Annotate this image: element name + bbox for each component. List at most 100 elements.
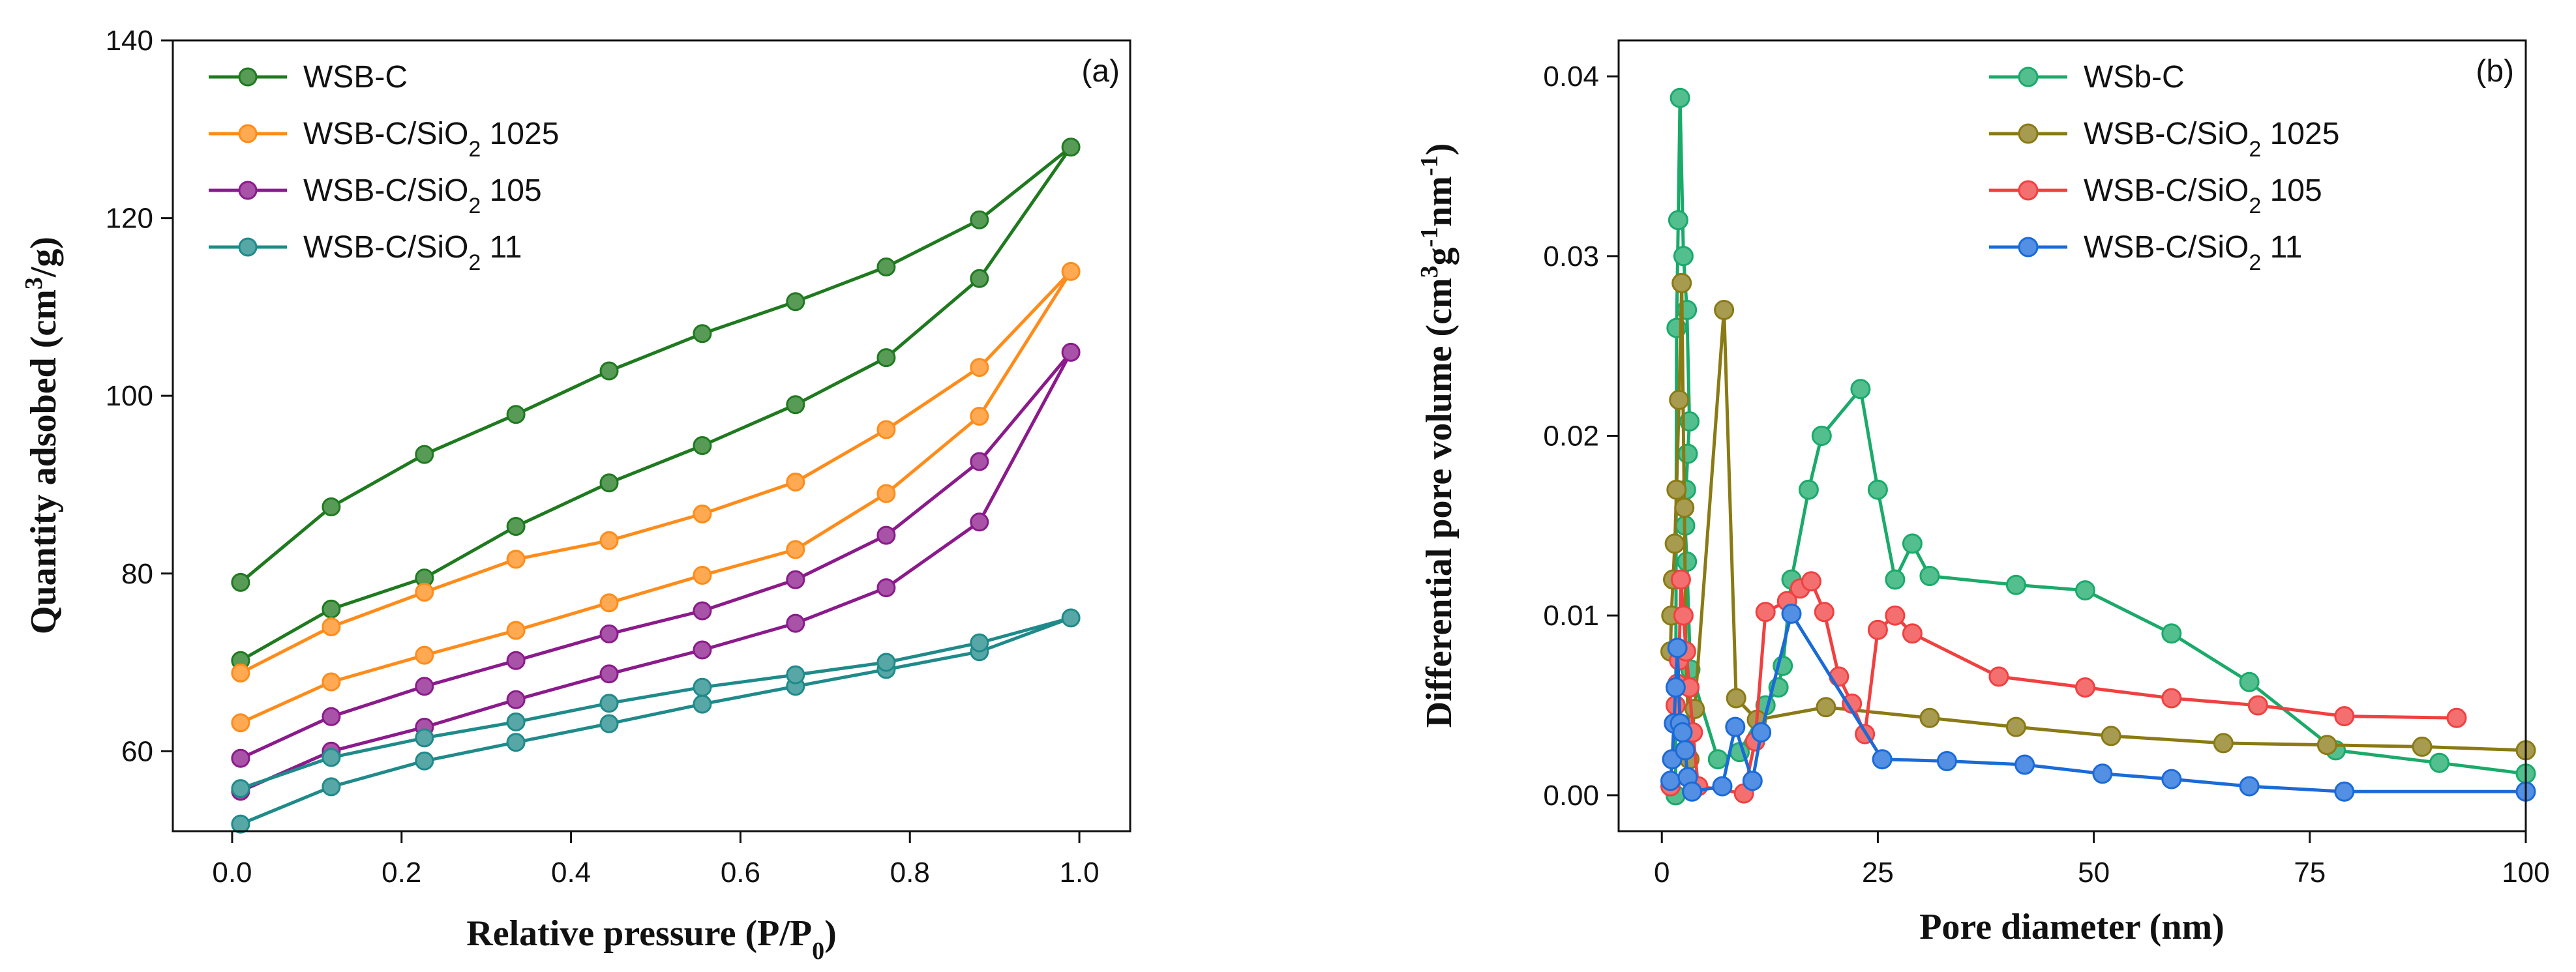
panel-b-data-point	[2239, 671, 2260, 692]
panel-b-data-point	[1674, 497, 1695, 518]
panel-a-data-point	[322, 707, 341, 726]
panel-a-data-point	[415, 728, 434, 748]
panel-a-data-marks	[231, 138, 1081, 834]
panel-a-data-point	[786, 395, 805, 415]
panel-b-data-point	[1673, 605, 1694, 626]
panel-b-data-point	[1714, 300, 1735, 320]
panel-b-x-tick-label: 75	[2294, 857, 2326, 889]
panel-b-data-point	[1755, 602, 1776, 623]
panel-a-data-point	[693, 640, 712, 660]
panel-a-data-point	[876, 653, 896, 672]
panel-b-legend-marker	[2018, 66, 2039, 87]
panel-b-x-tick-label: 50	[2078, 857, 2110, 889]
panel-b-label: (b)	[2476, 54, 2514, 89]
panel-a-x-tick-label: 0.2	[382, 857, 421, 889]
panel-b-data-point	[1867, 479, 1888, 500]
panel-a-data-point	[506, 621, 526, 640]
panel-a-data-point	[415, 445, 434, 464]
panel-b-data-marks	[1660, 87, 2536, 806]
panel-a-y-axis-title: Quantity adsobed (cm3/g)	[20, 237, 64, 634]
panel-b-data-point	[2092, 763, 2113, 784]
panel-b-data-point	[2239, 776, 2260, 797]
panel-b-data-point	[1669, 389, 1690, 410]
panel-b-data-point	[2014, 754, 2035, 775]
panel-a-data-point	[693, 504, 712, 523]
panel-b-data-point	[1751, 722, 1772, 743]
panel-a-data-point	[876, 420, 896, 439]
panel-a-legend-marker	[238, 237, 258, 257]
panel-a-data-point	[786, 540, 805, 559]
panel-b-data-point	[1725, 716, 1746, 737]
panel-a-data-point	[415, 645, 434, 665]
panel-a-data-point	[506, 712, 526, 731]
panel-a-data-point	[322, 748, 341, 767]
panel-a-data-point	[786, 292, 805, 312]
panel-a-data-point	[693, 566, 712, 585]
panel-a-data-point	[693, 677, 712, 697]
panel-a-data-point	[786, 472, 805, 492]
panel-a-data-point	[1061, 261, 1081, 281]
panel-a-legend-marker	[238, 181, 258, 200]
panel-b-data-point	[2316, 735, 2337, 756]
panel-b-y-tick-label: 0.02	[1543, 420, 1599, 452]
panel-a-data-point	[506, 690, 526, 709]
panel-a-data-point	[599, 531, 619, 550]
panel-b-legend-marker	[2018, 123, 2039, 144]
panel-a-data-point	[1061, 342, 1081, 362]
panel-a-data-point	[970, 269, 989, 288]
panel-a-data-point	[693, 694, 712, 714]
panel-b-data-point	[1867, 619, 1888, 640]
panel-b-data-point	[1816, 697, 1836, 718]
panel-b-data-point	[1902, 533, 1923, 554]
panel-b-data-point	[2429, 752, 2449, 773]
panel-b-legend-label: WSb-C	[2084, 60, 2185, 95]
panel-a-data-point	[322, 672, 341, 692]
chart-panel-b: 0 25 50 75 100 0.00 0.01 0.02 0.03 0.04 WSb-C WSB-…	[1416, 39, 2550, 947]
panel-b-y-tick-label: 0.00	[1543, 780, 1599, 812]
panel-b-data-point	[1798, 479, 1819, 500]
panel-a-data-point	[322, 599, 341, 619]
panel-b-x-tick-label: 100	[2502, 857, 2549, 889]
panel-a-y-tick-label: 120	[106, 203, 153, 235]
panel-b-data-point	[2005, 574, 2026, 595]
panel-a-data-point	[506, 550, 526, 569]
panel-a-data-point	[876, 258, 896, 276]
panel-a-legend-marker	[238, 124, 258, 143]
panel-b-series-line-2	[1669, 281, 2526, 761]
panel-a-label: (a)	[1081, 54, 1120, 89]
panel-b-data-point	[2446, 707, 2467, 728]
panel-a-x-tick-label: 0.4	[551, 857, 591, 889]
panel-a-data-point	[599, 361, 619, 381]
panel-a-data-point	[415, 677, 434, 696]
panel-a-data-point	[231, 779, 250, 799]
panel-a-y-tick-label: 100	[106, 380, 153, 412]
panel-b-y-axis-title: Differential pore volume (cm3g-1nm-1)	[1416, 143, 1460, 728]
panel-b-data-point	[2005, 716, 2026, 737]
panel-a-legend-label: WSB-C/SiO2 105	[303, 173, 542, 218]
panel-b-data-point	[2334, 781, 2355, 802]
panel-b-data-point	[2213, 733, 2234, 754]
panel-b-data-point	[1682, 781, 1703, 802]
panel-a-data-point	[599, 473, 619, 493]
panel-a-series-line-3	[239, 350, 1073, 793]
panel-b-data-point	[1712, 776, 1733, 797]
panel-a-legend-marker	[238, 67, 258, 87]
panel-a-ticks: 0.0 0.2 0.4 0.6 0.8 1.0 60 80 100 120 140	[106, 25, 1100, 889]
panel-a-data-point	[322, 777, 341, 797]
panel-b-data-point	[1665, 677, 1686, 698]
panel-a-data-point	[599, 664, 619, 684]
panel-a-data-point	[231, 713, 250, 733]
panel-a-series-line-1	[239, 145, 1073, 662]
panel-a-data-point	[506, 733, 526, 752]
panel-a-legend-label: WSB-C	[303, 60, 408, 95]
panel-a-data-point	[506, 405, 526, 424]
panel-b-data-point	[2334, 706, 2355, 727]
panel-b-data-point	[2161, 688, 2182, 709]
panel-b-ticks: 0 25 50 75 100 0.00 0.01 0.02 0.03 0.04	[1543, 61, 2549, 889]
panel-b-data-point	[1850, 379, 1871, 400]
panel-b-data-point	[2074, 677, 2095, 698]
panel-a-x-tick-label: 0.0	[212, 857, 252, 889]
panel-a-data-point	[599, 593, 619, 613]
